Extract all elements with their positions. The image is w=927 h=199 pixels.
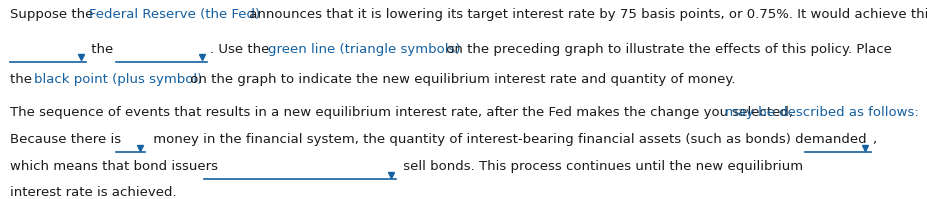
Text: black point (plus symbol): black point (plus symbol) [33, 73, 202, 86]
Text: sell bonds. This process continues until the new equilibrium: sell bonds. This process continues until… [399, 160, 803, 173]
Text: money in the financial system, the quantity of interest-bearing financial assets: money in the financial system, the quant… [148, 133, 870, 146]
Text: . Use the: . Use the [210, 43, 273, 56]
Text: interest rate is achieved.: interest rate is achieved. [10, 186, 176, 199]
Text: on the preceding graph to illustrate the effects of this policy. Place: on the preceding graph to illustrate the… [442, 43, 892, 56]
Text: the: the [10, 73, 36, 86]
Text: the: the [87, 43, 118, 56]
Text: which means that bond issuers: which means that bond issuers [10, 160, 222, 173]
Text: may be described as follows:: may be described as follows: [725, 106, 919, 119]
Text: The sequence of events that results in a new equilibrium interest rate, after th: The sequence of events that results in a… [10, 106, 797, 119]
Text: green line (triangle symbols): green line (triangle symbols) [268, 43, 460, 56]
Text: announces that it is lowering its target interest rate by 75 basis points, or 0.: announces that it is lowering its target… [245, 9, 927, 21]
Text: Suppose the: Suppose the [10, 9, 97, 21]
Text: Federal Reserve (the Fed): Federal Reserve (the Fed) [89, 9, 260, 21]
Text: Because there is: Because there is [10, 133, 125, 146]
Text: on the graph to indicate the new equilibrium interest rate and quantity of money: on the graph to indicate the new equilib… [186, 73, 736, 86]
Text: ,: , [872, 133, 877, 146]
